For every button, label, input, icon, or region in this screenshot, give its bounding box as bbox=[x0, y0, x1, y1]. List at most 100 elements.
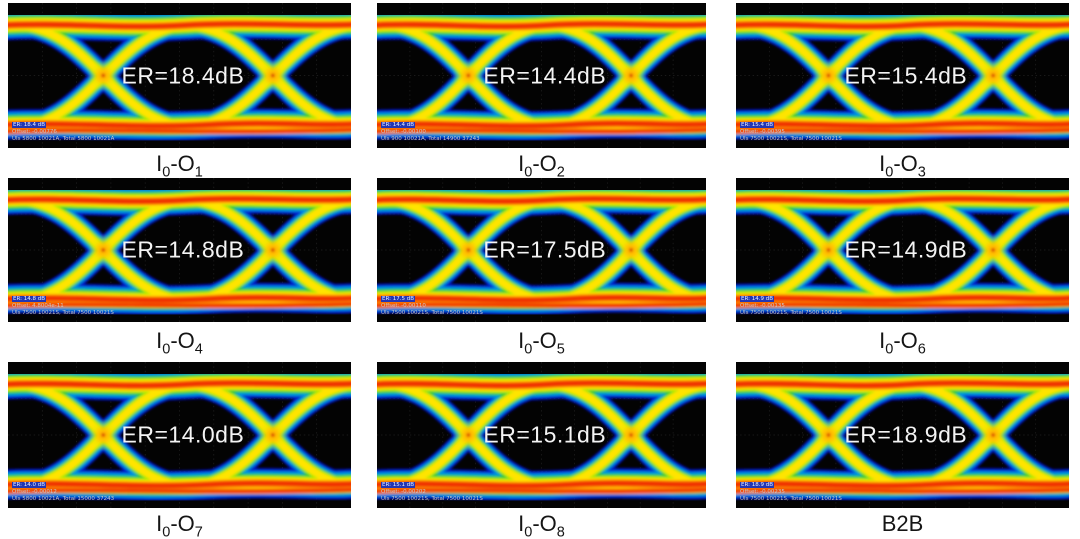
scope-annotation-line2: Offset: -0.00235 bbox=[740, 489, 785, 495]
er-value-label: ER=14.4dB bbox=[483, 62, 607, 88]
scope-annotation-line2: Offset: -0.00395 bbox=[740, 129, 785, 135]
caption-subscript: 0 bbox=[524, 341, 533, 358]
scope-annotation-line1: ER: 15.4 dB bbox=[740, 122, 774, 128]
eye-diagram-panel: ER=18.4dB ER: 18.4 dB Offset: -0.00776 UIs … bbox=[8, 3, 351, 148]
panel-caption: I0-O5 bbox=[377, 328, 706, 358]
scope-annotation: ER: 18.9 dB Offset: -0.00235 UIs 7500 1002… bbox=[740, 482, 842, 503]
caption-text: -O bbox=[893, 328, 918, 353]
scope-annotation-line3: UIs 7500 10021S, Total 7500 10021S bbox=[381, 310, 483, 316]
scope-annotation-line2: Offset: -0.00100 bbox=[381, 129, 426, 135]
panel-caption: I0-O8 bbox=[377, 511, 706, 539]
er-value-label: ER=15.4dB bbox=[844, 62, 968, 88]
scope-annotation-line1: ER: 18.9 dB bbox=[740, 482, 774, 488]
scope-annotation-line2: Offset: -0.00135 bbox=[740, 303, 785, 309]
scope-annotation-line1: ER: 14.8 dB bbox=[12, 296, 46, 302]
panel-caption: I0-O6 bbox=[736, 328, 1069, 358]
caption-subscript: 8 bbox=[556, 524, 565, 539]
caption-text: I bbox=[156, 151, 163, 176]
scope-annotation-line3: UIs 5800 10021A, Total 5800 10021A bbox=[12, 136, 115, 142]
scope-annotation-line3: UIs 5800 10021A, Total 15000 37243 bbox=[12, 496, 115, 502]
scope-annotation-line2: Offset: -0.00110 bbox=[381, 303, 426, 309]
scope-annotation-line3: UIs 7500 10021S, Total 7500 10021S bbox=[740, 310, 842, 316]
caption-subscript: 0 bbox=[524, 164, 533, 181]
eye-diagram-plot bbox=[736, 178, 1069, 322]
panel-caption: I0-O3 bbox=[736, 151, 1069, 181]
eye-diagram-panel: ER=14.8dB ER: 14.8 dB Offset: 4.8004e-11 UI… bbox=[8, 178, 351, 322]
eye-diagram-plot bbox=[736, 362, 1069, 508]
eye-diagram-panel: ER=15.4dB ER: 15.4 dB Offset: -0.00395 UIs … bbox=[736, 3, 1069, 148]
panel-caption: B2B bbox=[736, 511, 1069, 539]
caption-subscript: 6 bbox=[917, 341, 926, 358]
scope-annotation-line2: Offset: -0.00776 bbox=[12, 129, 57, 135]
er-value-label: ER=14.0dB bbox=[121, 421, 245, 448]
caption-subscript: 7 bbox=[194, 524, 203, 539]
scope-annotation-line3: UIs 7500 10021S, Total 7500 10021S bbox=[12, 310, 114, 316]
eye-diagram-plot bbox=[377, 178, 706, 322]
er-value-label: ER=18.4dB bbox=[121, 62, 245, 88]
scope-annotation-line1: ER: 18.4 dB bbox=[12, 122, 46, 128]
scope-annotation-line1: ER: 14.4 dB bbox=[381, 122, 415, 128]
scope-annotation: ER: 14.9 dB Offset: -0.00135 UIs 7500 1002… bbox=[740, 296, 842, 317]
scope-annotation-line3: UIs 7500 10021S, Total 7500 10021S bbox=[381, 496, 483, 502]
caption-text: -O bbox=[170, 328, 195, 353]
er-value-label: ER=14.8dB bbox=[121, 236, 245, 263]
caption-subscript: 2 bbox=[556, 164, 565, 181]
scope-annotation-line2: Offset: 4.8004e-11 bbox=[12, 303, 64, 309]
scope-annotation-line1: ER: 14.0 dB bbox=[12, 482, 46, 488]
caption-subscript: 1 bbox=[194, 164, 203, 181]
er-value-label: ER=18.9dB bbox=[844, 421, 968, 448]
eye-diagram-plot bbox=[377, 362, 706, 508]
panel-caption: I0-O4 bbox=[8, 328, 351, 358]
caption-subscript: 0 bbox=[885, 341, 894, 358]
caption-text: -O bbox=[532, 328, 557, 353]
eye-diagram-plot bbox=[8, 178, 351, 322]
er-value-label: ER=17.5dB bbox=[483, 236, 607, 263]
eye-diagram-plot bbox=[736, 3, 1069, 148]
caption-subscript: 0 bbox=[162, 341, 171, 358]
caption-subscript: 0 bbox=[885, 164, 894, 181]
caption-subscript: 0 bbox=[524, 524, 533, 539]
scope-annotation-line1: ER: 14.9 dB bbox=[740, 296, 774, 302]
caption-subscript: 0 bbox=[162, 164, 171, 181]
caption-subscript: 0 bbox=[162, 524, 171, 539]
caption-text: -O bbox=[170, 511, 195, 536]
scope-annotation-line1: ER: 17.5 dB bbox=[381, 296, 415, 302]
er-value-label: ER=15.1dB bbox=[483, 421, 607, 448]
caption-text: -O bbox=[532, 151, 557, 176]
eye-diagram-panel: ER=17.5dB ER: 17.5 dB Offset: -0.00110 UIs … bbox=[377, 178, 706, 322]
panel-caption: I0-O2 bbox=[377, 151, 706, 181]
caption-text: I bbox=[518, 151, 525, 176]
scope-annotation-line1: ER: 15.1 dB bbox=[381, 482, 415, 488]
eye-diagram-panel: ER=14.0dB ER: 14.0 dB Offset: -0.00012 UIs … bbox=[8, 362, 351, 508]
caption-text: I bbox=[156, 328, 163, 353]
caption-subscript: 5 bbox=[556, 341, 565, 358]
scope-annotation-line2: Offset: -0.00202 bbox=[381, 489, 426, 495]
scope-annotation: ER: 15.1 dB Offset: -0.00202 UIs 7500 1002… bbox=[381, 482, 483, 503]
eye-diagram-panel: ER=18.9dB ER: 18.9 dB Offset: -0.00235 UIs … bbox=[736, 362, 1069, 508]
er-value-label: ER=14.9dB bbox=[844, 236, 968, 263]
eye-diagram-plot bbox=[377, 3, 706, 148]
eye-diagram-panel: ER=15.1dB ER: 15.1 dB Offset: -0.00202 UIs … bbox=[377, 362, 706, 508]
caption-text: I bbox=[879, 151, 886, 176]
scope-annotation-line3: UIs 900 10021A, Total 14900 37243 bbox=[381, 136, 480, 142]
scope-annotation: ER: 15.4 dB Offset: -0.00395 UIs 7500 1002… bbox=[740, 122, 842, 143]
caption-text: I bbox=[879, 328, 886, 353]
scope-annotation-line3: UIs 7500 10021S, Total 7500 10021S bbox=[740, 136, 842, 142]
scope-annotation-line2: Offset: -0.00012 bbox=[12, 489, 57, 495]
eye-diagram-panel: ER=14.9dB ER: 14.9 dB Offset: -0.00135 UIs … bbox=[736, 178, 1069, 322]
panel-caption: I0-O1 bbox=[8, 151, 351, 181]
eye-diagram-plot bbox=[8, 3, 351, 148]
caption-text: -O bbox=[893, 151, 918, 176]
scope-annotation: ER: 14.0 dB Offset: -0.00012 UIs 5800 1002… bbox=[12, 482, 114, 503]
scope-annotation: ER: 17.5 dB Offset: -0.00110 UIs 7500 1002… bbox=[381, 296, 483, 317]
scope-annotation: ER: 18.4 dB Offset: -0.00776 UIs 5800 1002… bbox=[12, 122, 114, 143]
panel-caption: I0-O7 bbox=[8, 511, 351, 539]
caption-text: I bbox=[156, 511, 163, 536]
eye-diagram-plot bbox=[8, 362, 351, 508]
caption-subscript: 3 bbox=[917, 164, 926, 181]
caption-text: -O bbox=[532, 511, 557, 536]
caption-subscript: 4 bbox=[194, 341, 203, 358]
caption-text: -O bbox=[170, 151, 195, 176]
scope-annotation-line3: UIs 7500 10021S, Total 7500 10021S bbox=[740, 496, 842, 502]
